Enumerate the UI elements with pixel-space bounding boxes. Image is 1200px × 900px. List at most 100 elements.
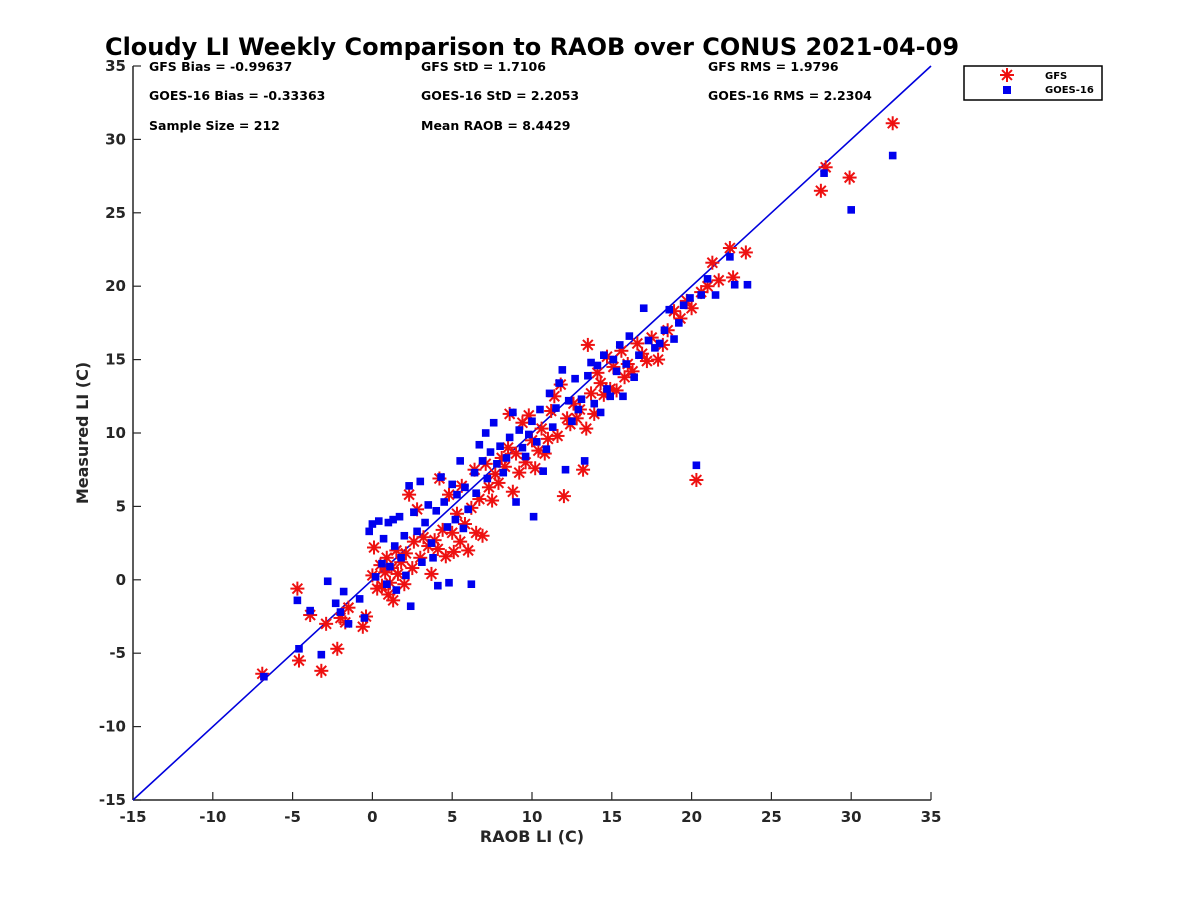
gfs-point	[540, 431, 555, 446]
goes-point	[418, 558, 426, 566]
stat-mean-raob: Mean RAOB = 8.4429	[421, 118, 570, 133]
gfs-point	[576, 462, 591, 477]
goes-point	[697, 291, 705, 299]
goes-point	[470, 468, 479, 477]
goes-point	[639, 304, 648, 313]
legend-asterisk-shape	[1000, 68, 1014, 82]
goes-point	[379, 534, 388, 543]
gfs-point	[813, 183, 828, 198]
goes-point	[344, 620, 353, 628]
goes-point	[847, 206, 855, 214]
gfs-point	[330, 641, 345, 656]
goes-point	[445, 578, 453, 587]
y-tick-label: 5	[116, 497, 126, 515]
stat-sample-size: Sample Size = 212	[149, 118, 280, 133]
stat-goes-std: GOES-16 StD = 2.2053	[421, 88, 579, 103]
gfs-point	[424, 566, 439, 581]
goes-point	[371, 573, 380, 581]
goes-point	[400, 531, 409, 540]
goes-point	[555, 379, 563, 387]
goes-point	[711, 291, 720, 299]
goes-point	[600, 351, 608, 359]
gfs-point	[355, 619, 370, 634]
goes-point	[743, 280, 752, 289]
goes-point	[339, 587, 348, 596]
axes: -15 -10 -5 0 5 10 15 20 25 30 35 -15 -10 -5 0 5 10 15 20 25…	[99, 57, 942, 826]
statistics-annotations: GFS Bias = -0.99637 GOES-16 Bias = -0.33…	[149, 59, 872, 133]
gfs-point	[579, 421, 594, 436]
goes-point	[483, 474, 492, 483]
gfs-point	[711, 273, 726, 288]
gfs-point	[386, 593, 401, 608]
goes-point	[464, 505, 472, 514]
goes-point	[374, 517, 383, 525]
goes-point	[481, 429, 490, 437]
legend-goes-label: GOES-16	[1045, 85, 1094, 96]
goes-point	[596, 408, 605, 417]
legend: GFS GOES-16	[963, 65, 1103, 101]
goes-point	[355, 595, 364, 603]
goes-point	[368, 520, 377, 528]
goes-point	[451, 515, 460, 524]
goes-point	[635, 351, 643, 359]
goes-point	[521, 452, 530, 461]
goes-point	[505, 433, 514, 442]
y-tick-label: 20	[105, 277, 126, 295]
goes-point	[395, 512, 404, 521]
goes-point	[397, 553, 405, 562]
x-tick-label: -5	[284, 808, 301, 826]
goes-point	[888, 151, 897, 160]
goes-point	[306, 606, 314, 615]
legend-gfs-asterisk-icon	[1000, 68, 1014, 82]
goes-point	[437, 473, 445, 481]
x-tick-label: 30	[841, 808, 862, 826]
goes-point	[489, 418, 498, 427]
stat-gfs-std: GFS StD = 1.7106	[421, 59, 546, 74]
legend-box	[963, 65, 1103, 101]
gfs-point	[397, 577, 412, 592]
goes-point	[424, 501, 433, 509]
goes-point	[561, 465, 570, 474]
goes-point	[651, 344, 659, 352]
y-tick-label: 15	[105, 351, 126, 369]
gfs-point	[556, 489, 571, 504]
goes-point	[293, 596, 302, 605]
goes-point	[590, 399, 599, 408]
goes-point	[392, 586, 401, 594]
y-tick-label: 10	[105, 424, 126, 442]
gfs-point	[491, 475, 506, 490]
goes-point	[730, 280, 739, 289]
goes-point	[406, 602, 415, 611]
goes-point	[493, 460, 501, 468]
goes-point	[459, 524, 468, 533]
y-tick-label: 35	[105, 57, 126, 75]
goes-point	[655, 339, 664, 348]
goes-point	[603, 385, 611, 393]
goes-point	[609, 355, 618, 364]
gfs-point	[580, 337, 595, 352]
goes-point	[496, 442, 504, 451]
stat-goes-bias: GOES-16 Bias = -0.33363	[149, 88, 325, 103]
goes-point	[499, 468, 508, 477]
gfs-point	[630, 336, 645, 351]
goes-point	[679, 301, 688, 310]
stat-gfs-rms: GFS RMS = 1.9796	[708, 59, 839, 74]
gfs-point	[700, 279, 715, 294]
gfs-point	[738, 245, 753, 260]
gfs-point	[584, 386, 599, 401]
goes-point	[536, 405, 544, 414]
gfs-point	[485, 493, 500, 508]
goes-point	[532, 438, 541, 446]
goes-point	[402, 571, 410, 580]
goes-point	[692, 461, 701, 470]
goes-point	[615, 341, 624, 349]
goes-point	[461, 483, 469, 492]
legend-gfs-label: GFS	[1045, 71, 1067, 82]
y-tick-label: 0	[116, 571, 126, 589]
goes-point	[475, 440, 484, 449]
goes-point	[542, 445, 551, 453]
goes-point	[382, 580, 391, 589]
goes-point	[525, 430, 533, 439]
goes-point	[434, 581, 442, 590]
goes-point	[390, 542, 399, 550]
